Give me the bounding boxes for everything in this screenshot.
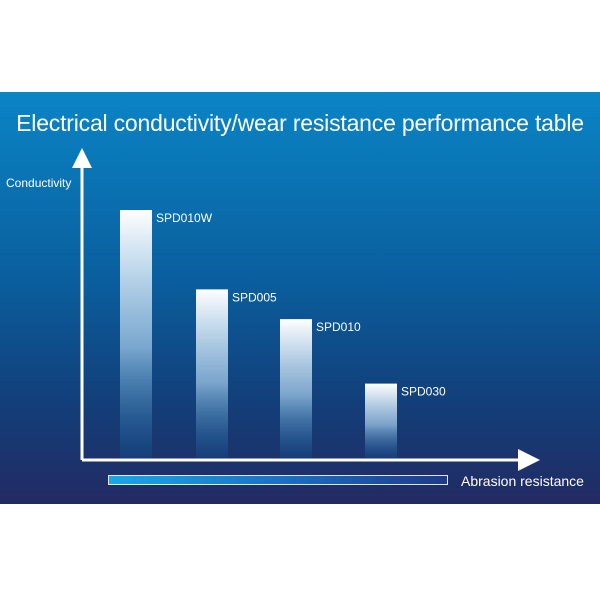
x-axis-arrow-icon <box>518 449 540 471</box>
y-axis-arrow-icon <box>72 148 92 168</box>
bar-spd005 <box>196 289 228 458</box>
x-axis-label: Abrasion resistance <box>461 473 584 489</box>
bar-label-spd005: SPD005 <box>232 290 277 304</box>
bar-spd030 <box>365 383 397 458</box>
y-axis-label: Conductivity <box>6 176 72 190</box>
bar-group: SPD010W SPD005 SPD010 SPD030 <box>120 210 446 458</box>
abrasion-gradient-strip <box>108 475 448 485</box>
bar-label-spd010: SPD010 <box>316 320 361 334</box>
bar-label-spd010w: SPD010W <box>156 211 213 225</box>
chart-title: Electrical conductivity/wear resistance … <box>16 110 584 136</box>
bar-spd010w <box>120 210 152 458</box>
bar-spd010 <box>280 319 312 458</box>
bar-chart: SPD010W SPD005 SPD010 SPD030 <box>72 148 540 471</box>
bar-label-spd030: SPD030 <box>401 385 446 399</box>
chart-panel: Electrical conductivity/wear resistance … <box>0 92 600 504</box>
